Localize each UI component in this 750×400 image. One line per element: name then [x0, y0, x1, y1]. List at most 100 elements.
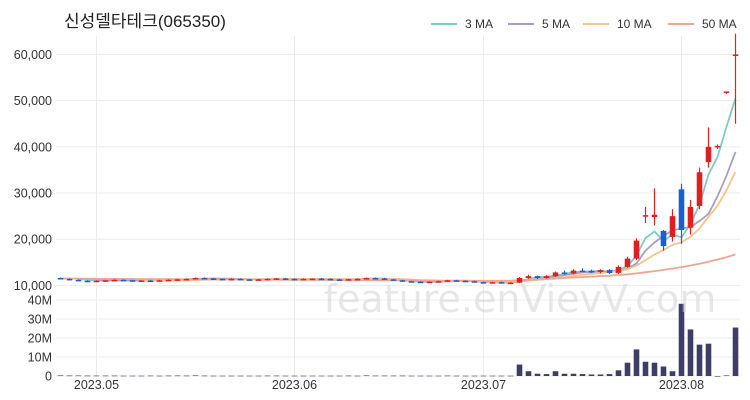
candle-body [84, 280, 91, 283]
volume-bar [597, 374, 604, 376]
candle-body [156, 280, 163, 282]
candle-body [498, 282, 505, 284]
candle-body [228, 278, 235, 281]
volume-bar [120, 375, 127, 377]
price-tick-label: 10,000 [14, 279, 52, 293]
price-axis: 10,000 20,000 30,000 40,000 50,000 60,000 [14, 48, 52, 293]
candle-body [255, 279, 262, 281]
candle-body [309, 278, 316, 281]
volume-bar [57, 375, 64, 377]
volume-bar [624, 362, 631, 376]
volume-bar [318, 375, 325, 377]
volume-bar [552, 371, 559, 376]
volume-bar [633, 349, 640, 376]
candle-body [660, 230, 667, 247]
candle-body [687, 206, 694, 228]
volume-bar [480, 375, 487, 377]
volume-bar [669, 371, 676, 376]
candle-body [93, 280, 100, 283]
candle-body [489, 282, 496, 284]
volume-bar [174, 375, 181, 377]
volume-bars [57, 303, 739, 377]
volume-bar [336, 375, 343, 377]
volume-bar [309, 375, 316, 377]
candle-body [480, 282, 487, 284]
candle-body [111, 279, 118, 282]
candle-body [705, 146, 712, 163]
volume-tick-label: 30M [28, 313, 52, 327]
candle-body [66, 278, 73, 281]
ma-line-10-ma [141, 171, 737, 283]
candle-body [102, 280, 109, 282]
volume-bar [660, 366, 667, 376]
candle-body [552, 272, 559, 277]
candle-body [651, 214, 658, 218]
volume-bar [255, 375, 262, 377]
candle-body [345, 279, 352, 281]
volume-bar [66, 375, 73, 377]
candle-body [174, 279, 181, 281]
candle-body [264, 278, 271, 281]
candle-body [732, 54, 739, 56]
candle-body [237, 278, 244, 281]
candle-body [426, 281, 433, 284]
volume-bar [84, 375, 91, 377]
volume-bar [714, 376, 721, 377]
date-tick-label: 2023.08 [659, 378, 704, 392]
volume-bar [408, 375, 415, 377]
candlesticks [57, 33, 739, 285]
volume-bar [579, 374, 586, 376]
volume-bar [417, 375, 424, 377]
price-grid [56, 53, 740, 286]
price-tick-label: 60,000 [14, 48, 52, 62]
candle-body [723, 91, 730, 93]
candle-body [75, 279, 82, 282]
volume-bar [129, 375, 136, 377]
volume-bar [237, 375, 244, 377]
volume-bar [75, 375, 82, 377]
date-tick-label: 2023.05 [74, 378, 119, 392]
volume-bar [516, 364, 523, 376]
candle-body [561, 272, 568, 274]
volume-bar [165, 375, 172, 377]
candle-body [129, 280, 136, 282]
volume-bar [489, 375, 496, 377]
candle-body [444, 280, 451, 282]
candle-body [327, 278, 334, 281]
candle-body [138, 280, 145, 283]
candle-body [579, 270, 586, 273]
candle-body [210, 278, 217, 280]
candle-body [219, 278, 226, 281]
volume-bar [210, 375, 217, 377]
candle-body [624, 258, 631, 267]
volume-bar [138, 375, 145, 377]
legend-label: 10 MA [617, 17, 652, 31]
volume-bar [651, 362, 658, 376]
candle-body [642, 215, 649, 217]
legend-label: 3 MA [465, 17, 493, 31]
volume-bar [462, 375, 469, 377]
candle-body [291, 278, 298, 281]
candle-body [696, 172, 703, 206]
candle-body [669, 216, 676, 237]
legend-label: 50 MA [702, 17, 737, 31]
candle-body [201, 277, 208, 280]
volume-bar [534, 373, 541, 376]
candle-body [192, 277, 199, 280]
candle-body [390, 279, 397, 281]
candle-body [363, 277, 370, 280]
candle-body [570, 270, 577, 274]
volume-bar [102, 375, 109, 377]
candle-body [120, 279, 127, 282]
candle-body [453, 280, 460, 282]
candle-body [336, 279, 343, 281]
volume-bar [471, 375, 478, 377]
price-tick-label: 40,000 [14, 140, 52, 154]
candle-body [57, 277, 64, 280]
volume-tick-label: 0 [45, 370, 52, 384]
volume-bar [246, 375, 253, 377]
candle-body [516, 277, 523, 283]
volume-bar [570, 373, 577, 376]
volume-bar [156, 375, 163, 377]
candle-body [534, 276, 541, 278]
